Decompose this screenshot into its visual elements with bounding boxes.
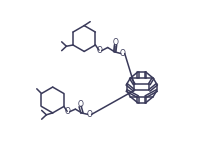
Text: O: O [77,100,83,109]
Text: O: O [87,110,93,119]
Text: O: O [120,49,126,58]
Text: O: O [113,38,119,47]
Text: O: O [97,46,103,55]
Text: O: O [65,107,71,117]
